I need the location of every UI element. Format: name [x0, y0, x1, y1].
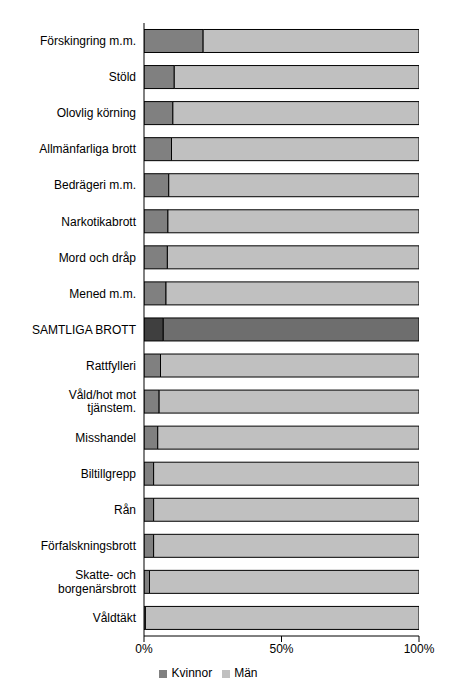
svg-text:Våldtäkt: Våldtäkt: [93, 611, 137, 625]
svg-text:Skatte- ochborgenärsbrott: Skatte- ochborgenärsbrott: [58, 568, 137, 596]
html-text:Kvinnor: Kvinnor: [171, 666, 213, 680]
svg-text:Våld/hot mottjänstem.: Våld/hot mottjänstem.: [69, 388, 137, 416]
svg-text:SAMTLIGA BROTT: SAMTLIGA BROTT: [32, 323, 137, 337]
svg-text:Stöld: Stöld: [109, 70, 136, 84]
svg-text:Förfalskningsbrott: Förfalskningsbrott: [41, 539, 137, 553]
svg-text:Olovlig körning: Olovlig körning: [57, 106, 136, 120]
svg-text:50%: 50%: [269, 642, 293, 656]
svg-text:Rån: Rån: [114, 503, 136, 517]
svg-text:Narkotikabrott: Narkotikabrott: [61, 215, 136, 229]
svg-text:0%: 0%: [135, 642, 153, 656]
svg-text:Mord och dråp: Mord och dråp: [59, 251, 137, 265]
svg-text:Förskingring m.m.: Förskingring m.m.: [40, 34, 136, 48]
svg-text:100%: 100%: [404, 642, 435, 656]
html-text:Män: Män: [234, 666, 258, 680]
svg-text:Biltillgrepp: Biltillgrepp: [81, 467, 137, 481]
svg-text:Misshandel: Misshandel: [75, 431, 136, 445]
svg-text:Bedrägeri m.m.: Bedrägeri m.m.: [54, 178, 136, 192]
svg-text:Rattfylleri: Rattfylleri: [86, 359, 136, 373]
svg-text:Allmänfarliga brott: Allmänfarliga brott: [39, 142, 136, 156]
svg-text:Mened m.m.: Mened m.m.: [69, 287, 136, 301]
